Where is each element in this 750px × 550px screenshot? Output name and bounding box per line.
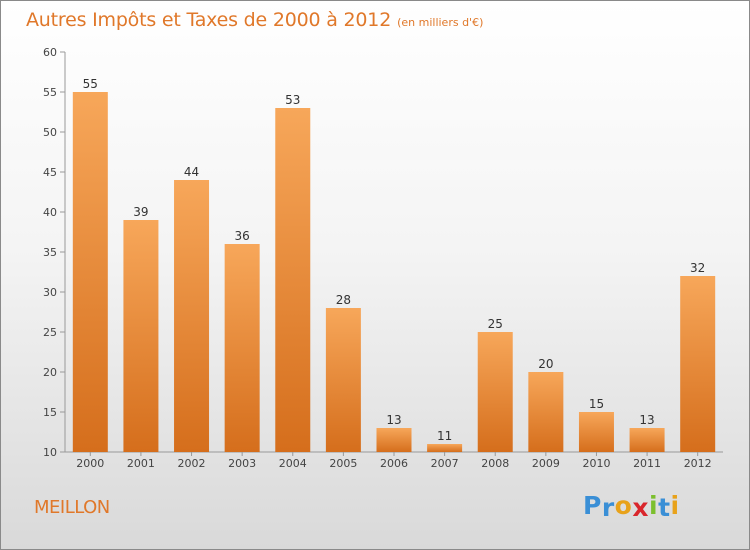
y-tick-label: 60 (43, 46, 57, 59)
bar (680, 276, 716, 452)
data-label: 15 (589, 397, 604, 411)
bar (275, 108, 311, 452)
data-label: 28 (336, 293, 351, 307)
chart-title-block: Autres Impôts et Taxes de 2000 à 2012 (en… (26, 9, 483, 31)
data-label: 53 (285, 93, 300, 107)
bar (528, 372, 564, 452)
data-label: 13 (639, 413, 654, 427)
bar (174, 180, 210, 452)
logo-letter: P (583, 491, 602, 520)
x-tick-label: 2004 (279, 457, 307, 470)
data-label: 11 (437, 429, 452, 443)
x-tick-label: 2005 (329, 457, 357, 470)
x-tick-label: 2011 (633, 457, 661, 470)
proxiti-logo: Proxiti (583, 491, 680, 522)
chart-title: Autres Impôts et Taxes de 2000 à 2012 (26, 9, 392, 31)
logo-letter: t (658, 493, 671, 522)
logo-letter: i (649, 491, 659, 520)
x-tick-label: 2002 (178, 457, 206, 470)
x-tick-label: 2010 (582, 457, 610, 470)
bar (578, 412, 614, 452)
bar (629, 428, 665, 452)
y-tick-label: 50 (43, 126, 57, 139)
y-tick-label: 45 (43, 166, 57, 179)
bar (72, 92, 108, 452)
y-tick-label: 40 (43, 206, 57, 219)
y-tick-label: 25 (43, 326, 57, 339)
y-tick-label: 30 (43, 286, 57, 299)
bar (224, 244, 260, 452)
data-label: 44 (184, 165, 199, 179)
data-labels: 55 39 44 36 53 28 13 11 25 20 15 13 32 (83, 77, 706, 443)
bar (123, 220, 159, 452)
y-tick-label: 15 (43, 406, 57, 419)
x-tick-label: 2003 (228, 457, 256, 470)
logo-letter: r (601, 493, 615, 522)
data-label: 55 (83, 77, 98, 91)
x-tick-label: 2006 (380, 457, 408, 470)
x-tick-label: 2008 (481, 457, 509, 470)
y-tick-label: 20 (43, 366, 57, 379)
commune-name: MEILLON (34, 497, 110, 518)
x-tick-label: 2000 (76, 457, 104, 470)
logo-letter: x (632, 493, 649, 522)
y-tick-label: 10 (43, 446, 57, 459)
data-label: 25 (488, 317, 503, 331)
data-label: 20 (538, 357, 553, 371)
bars (72, 92, 716, 452)
y-tick-label: 35 (43, 246, 57, 259)
data-label: 39 (133, 205, 148, 219)
bar (427, 444, 463, 452)
logo-letter: o (614, 491, 633, 520)
chart-subtitle: (en milliers d'€) (397, 16, 484, 29)
x-tick-label: 2001 (127, 457, 155, 470)
data-label: 13 (386, 413, 401, 427)
x-tick-label: 2012 (684, 457, 712, 470)
y-tick-label: 55 (43, 86, 57, 99)
bar (376, 428, 412, 452)
x-tick-label: 2009 (532, 457, 560, 470)
bar (325, 308, 361, 452)
x-tick-label: 2007 (431, 457, 459, 470)
logo-letter: i (670, 491, 680, 520)
bar (477, 332, 513, 452)
data-label: 32 (690, 261, 705, 275)
data-label: 36 (235, 229, 250, 243)
